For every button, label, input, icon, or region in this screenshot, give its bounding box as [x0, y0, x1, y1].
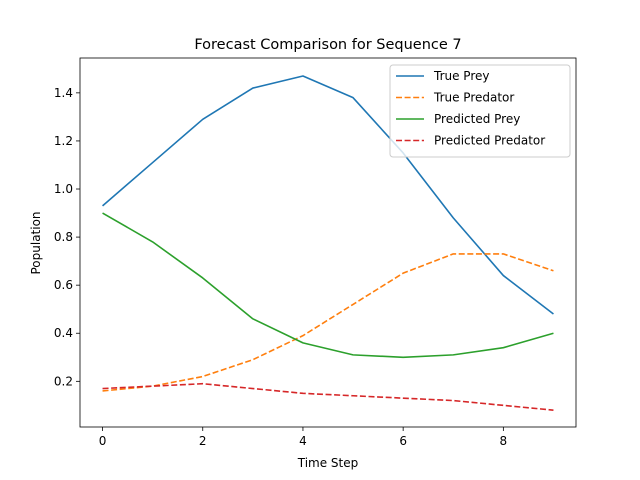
x-tick-label: 4 — [299, 434, 307, 448]
x-tick-label: 6 — [399, 434, 407, 448]
series-line-predicted-prey — [102, 212, 554, 359]
legend-label: True Prey — [433, 69, 489, 83]
y-tick-label: 0.6 — [54, 278, 73, 292]
y-tick-label: 1.2 — [54, 134, 73, 148]
series-line-true-prey — [102, 75, 554, 315]
x-axis-ticks: 0 2 4 6 8 — [99, 427, 507, 448]
legend-label: Predicted Predator — [434, 134, 545, 148]
x-tick-label: 8 — [500, 434, 508, 448]
y-tick-label: 1.0 — [54, 182, 73, 196]
y-axis-ticks: 0.2 0.4 0.6 0.8 1.0 1.2 1.4 — [54, 86, 80, 388]
axes-frame — [79, 57, 577, 428]
legend-label: Predicted Prey — [434, 112, 520, 126]
y-axis-label: Population — [29, 211, 43, 274]
y-tick-label: 1.4 — [54, 86, 73, 100]
x-tick-label: 0 — [99, 434, 107, 448]
y-tick-label: 0.2 — [54, 374, 73, 388]
plot-area — [79, 57, 577, 428]
y-tick-label: 0.8 — [54, 230, 73, 244]
legend-label: True Predator — [433, 91, 514, 105]
legend-box — [389, 64, 571, 158]
series-line-true-predator — [102, 253, 554, 392]
legend: True Prey True Predator Predicted Prey Pred… — [389, 64, 571, 158]
series-line-predicted-predator — [102, 382, 554, 411]
x-tick-label: 2 — [199, 434, 207, 448]
chart-title: Forecast Comparison for Sequence 7 — [194, 37, 461, 53]
x-axis-label: Time Step — [297, 456, 359, 470]
y-tick-label: 0.4 — [54, 326, 73, 340]
series-layer — [102, 75, 554, 411]
